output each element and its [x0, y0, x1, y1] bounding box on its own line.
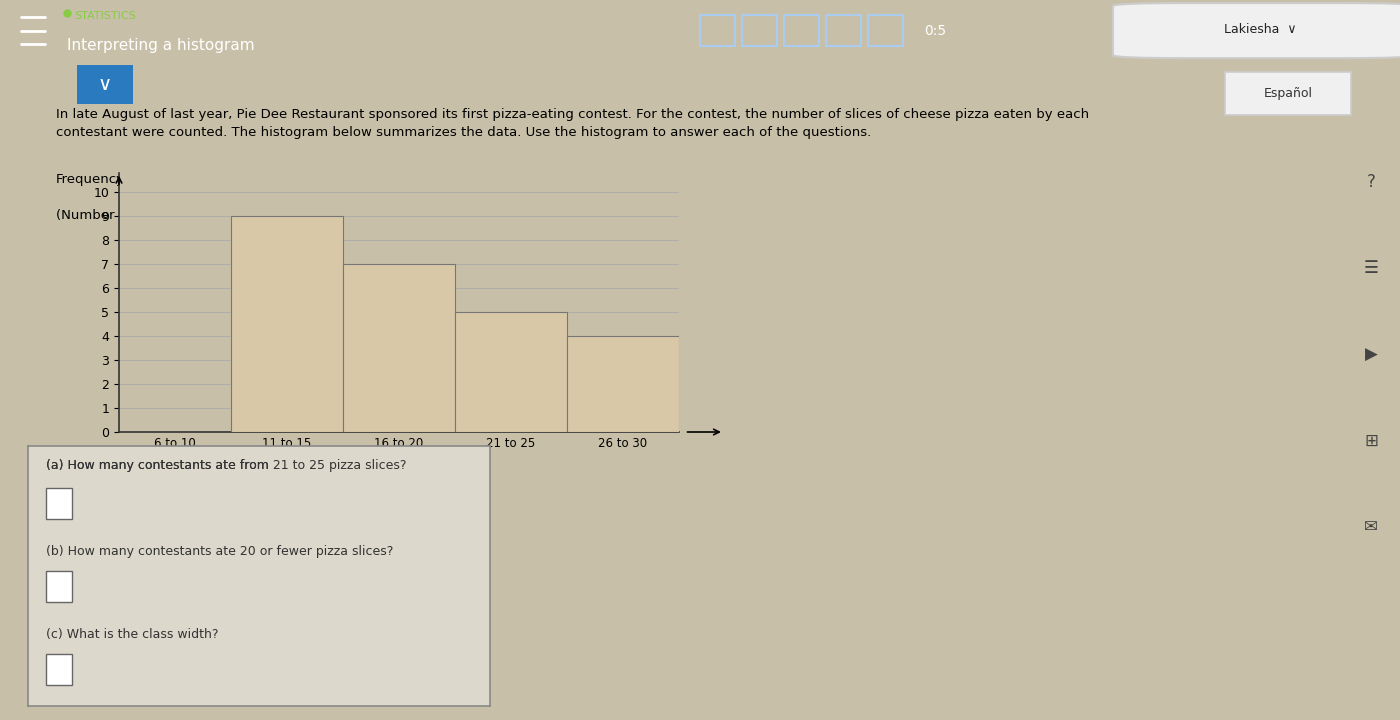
Bar: [455, 312, 567, 432]
X-axis label: Number of pizza slices: Number of pizza slices: [323, 458, 475, 471]
Bar: [231, 216, 343, 432]
Text: 0:5: 0:5: [924, 24, 946, 37]
Text: (c) What is the class width?: (c) What is the class width?: [46, 628, 218, 641]
Text: (a) How many contestants ate from 21 to 25 pizza slices?: (a) How many contestants ate from 21 to …: [46, 459, 407, 472]
Text: Lakiesha  ∨: Lakiesha ∨: [1224, 23, 1296, 36]
FancyBboxPatch shape: [46, 488, 71, 519]
Text: Interpreting a histogram: Interpreting a histogram: [67, 38, 255, 53]
Text: Frequency: Frequency: [56, 173, 125, 186]
FancyBboxPatch shape: [46, 571, 71, 602]
Text: (a) How many contestants ate from: (a) How many contestants ate from: [46, 459, 273, 472]
FancyBboxPatch shape: [46, 654, 71, 685]
Text: ☰: ☰: [1364, 259, 1379, 277]
Text: (Number of contestants): (Number of contestants): [56, 209, 220, 222]
Text: ∨: ∨: [98, 75, 112, 94]
Text: ✉: ✉: [1365, 518, 1378, 536]
Text: In late August of last year, Pie Dee Restaurant sponsored its first pizza-eating: In late August of last year, Pie Dee Res…: [56, 108, 1089, 139]
Text: Español: Español: [1263, 87, 1313, 100]
Bar: [567, 336, 679, 432]
Text: ⊞: ⊞: [1365, 432, 1378, 450]
Text: ▶: ▶: [1365, 346, 1378, 364]
Text: ?: ?: [1366, 173, 1376, 191]
Text: (b) How many contestants ate 20 or fewer pizza slices?: (b) How many contestants ate 20 or fewer…: [46, 545, 393, 558]
Bar: [343, 264, 455, 432]
FancyBboxPatch shape: [1113, 3, 1400, 58]
Text: STATISTICS: STATISTICS: [74, 11, 136, 21]
FancyBboxPatch shape: [1218, 70, 1357, 117]
